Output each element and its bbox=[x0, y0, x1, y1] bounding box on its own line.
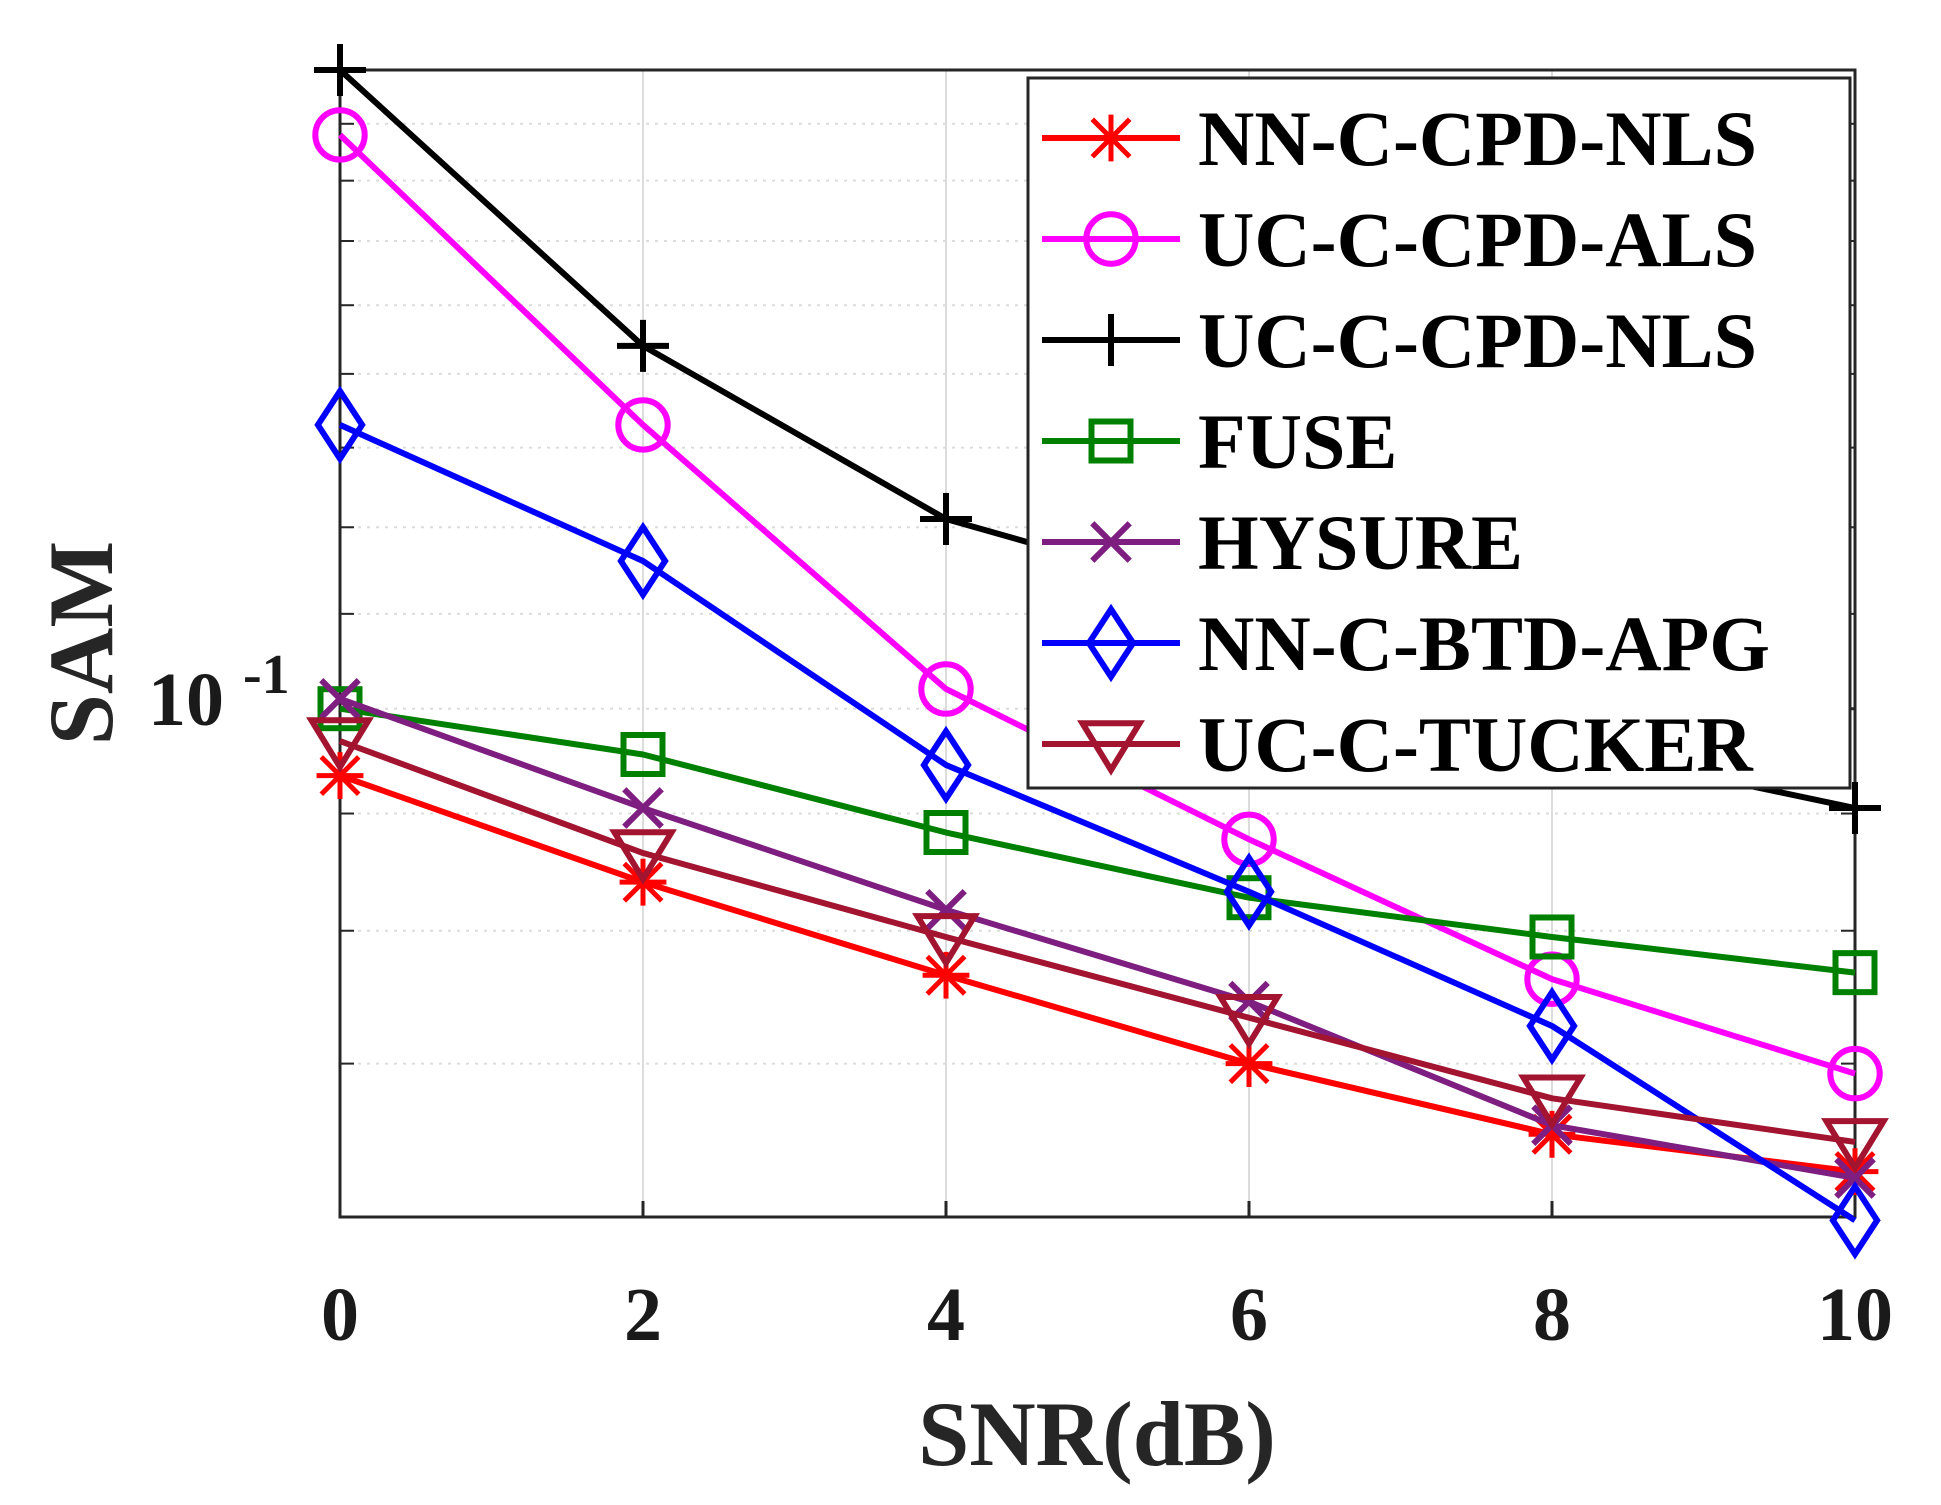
marker-diamond bbox=[314, 385, 366, 465]
marker-asterisk bbox=[1225, 1040, 1273, 1088]
legend: NN-C-CPD-NLS UC-C-CPD-ALS UC-C-CPD-NLS FUSE… bbox=[1026, 76, 1852, 790]
marker-square bbox=[1529, 914, 1575, 960]
marker-plus bbox=[1829, 782, 1881, 835]
plot-area-frame bbox=[338, 68, 1857, 1219]
marker-triangle-down bbox=[1215, 993, 1283, 1050]
marker-asterisk bbox=[316, 752, 364, 799]
marker-asterisk bbox=[1528, 1110, 1576, 1158]
legend-entry: UC-C-CPD-ALS bbox=[1042, 196, 1757, 283]
marker-circle bbox=[1827, 1045, 1883, 1102]
marker-asterisk bbox=[922, 951, 970, 999]
y-tick-label: 10 -1 bbox=[148, 644, 290, 742]
legend-entry: NN-C-CPD-NLS bbox=[1042, 95, 1757, 182]
x-axis-label: SNR(dB) bbox=[918, 1383, 1276, 1485]
marker-square bbox=[923, 810, 969, 856]
x-tick-label: 0 bbox=[321, 1273, 359, 1357]
marker-triangle-down bbox=[1077, 720, 1145, 776]
y-tick-exponent: -1 bbox=[243, 644, 290, 706]
marker-asterisk bbox=[1087, 114, 1135, 162]
marker-circle bbox=[615, 397, 671, 453]
x-tick-label: 6 bbox=[1230, 1273, 1268, 1357]
marker-circle bbox=[312, 107, 368, 163]
x-tick-labels: 0 2 4 6 8 10 bbox=[321, 1201, 1893, 1357]
legend-entry: FUSE bbox=[1042, 398, 1397, 485]
marker-diamond bbox=[1085, 603, 1137, 683]
marker-triangle-down bbox=[609, 829, 677, 885]
marker-x bbox=[622, 787, 664, 829]
marker-square bbox=[620, 732, 666, 778]
marker-triangle-down bbox=[1518, 1074, 1586, 1131]
legend-label: UC-C-TUCKER bbox=[1198, 701, 1754, 788]
y-tick-labels: 10 -1 bbox=[148, 644, 290, 742]
legend-label: UC-C-CPD-NLS bbox=[1198, 297, 1757, 384]
legend-label: UC-C-CPD-ALS bbox=[1198, 196, 1757, 283]
marker-x bbox=[925, 888, 967, 931]
legend-label: NN-C-BTD-APG bbox=[1198, 600, 1770, 687]
marker-circle bbox=[1221, 811, 1277, 867]
x-tick-label: 2 bbox=[624, 1273, 662, 1357]
marker-square bbox=[1832, 950, 1878, 996]
marker-square bbox=[1088, 418, 1134, 464]
series-nn-c-cpd-nls bbox=[316, 752, 1879, 1196]
series-line bbox=[339, 772, 1856, 1175]
legend-entry: NN-C-BTD-APG bbox=[1042, 600, 1770, 687]
marker-x bbox=[1834, 1157, 1876, 1199]
marker-x bbox=[1090, 521, 1132, 563]
marker-plus bbox=[617, 319, 669, 372]
y-axis-label: SAM bbox=[30, 541, 132, 745]
series-hysure bbox=[319, 677, 1876, 1199]
marker-x bbox=[319, 677, 361, 720]
marker-diamond bbox=[920, 725, 972, 805]
marker-triangle-down bbox=[1821, 1118, 1889, 1174]
marker-plus bbox=[920, 493, 972, 546]
marker-triangle-down bbox=[912, 913, 980, 969]
marker-circle bbox=[1083, 211, 1139, 267]
x-tick-label: 4 bbox=[927, 1273, 965, 1357]
legend-entry: UC-C-TUCKER bbox=[1042, 701, 1754, 788]
legend-label: HYSURE bbox=[1198, 499, 1523, 586]
legend-label: FUSE bbox=[1198, 398, 1397, 485]
legend-entry: UC-C-CPD-NLS bbox=[1042, 297, 1757, 384]
series-line bbox=[338, 422, 1857, 1223]
marker-plus bbox=[314, 44, 366, 96]
legend-box bbox=[1026, 76, 1852, 790]
marker-circle bbox=[918, 661, 974, 717]
marker-triangle-down bbox=[306, 717, 374, 773]
legend-entry: HYSURE bbox=[1042, 499, 1523, 586]
x-tick-label: 8 bbox=[1533, 1273, 1571, 1357]
series-line bbox=[338, 738, 1856, 1145]
series-nn-c-btd-apg bbox=[314, 385, 1881, 1260]
marker-diamond bbox=[1526, 986, 1578, 1066]
y-tick-base: 10 bbox=[148, 658, 224, 742]
series-line bbox=[339, 705, 1856, 976]
marker-diamond bbox=[617, 521, 669, 601]
x-tick-label: 10 bbox=[1817, 1273, 1893, 1357]
legend-label: NN-C-CPD-NLS bbox=[1198, 95, 1757, 182]
marker-plus bbox=[1085, 314, 1137, 366]
series-fuse bbox=[317, 686, 1878, 996]
marker-diamond bbox=[1829, 1181, 1881, 1260]
marker-diamond bbox=[1223, 852, 1275, 931]
series-uc-c-tucker bbox=[306, 717, 1889, 1174]
series-line bbox=[338, 695, 1856, 1181]
